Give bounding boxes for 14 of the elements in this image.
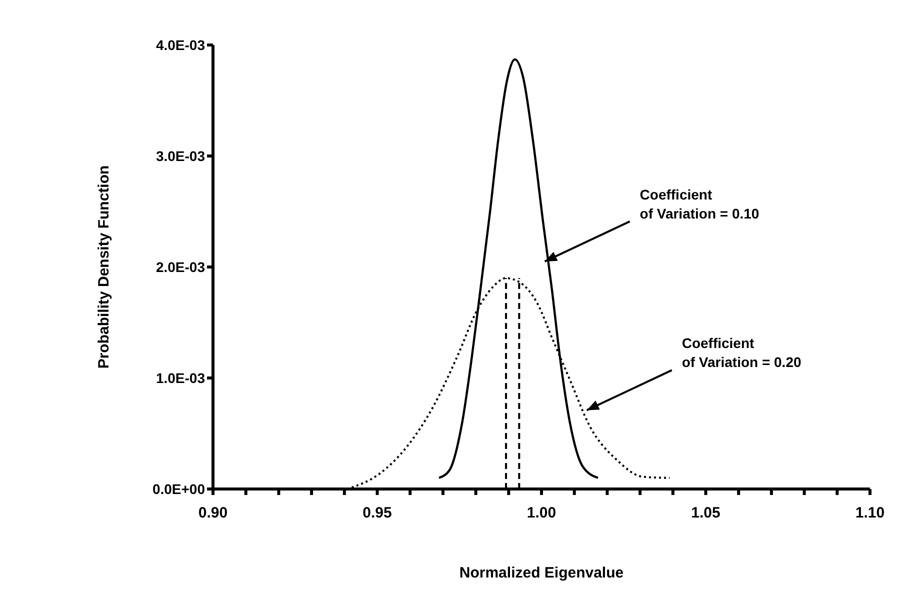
x-axis-title: Normalized Eigenvalue bbox=[459, 564, 624, 582]
annotation: Coefficient of Variation = 0.10 bbox=[640, 186, 760, 222]
x-tick-label: 0.90 bbox=[198, 504, 228, 522]
x-tick-label: 0.95 bbox=[362, 504, 392, 522]
y-tick-label: 2.0E-03 bbox=[156, 258, 206, 275]
y-tick-label: 0.0E+00 bbox=[152, 480, 206, 497]
x-tick-label: 1.00 bbox=[526, 504, 556, 522]
y-tick-label: 1.0E-03 bbox=[156, 370, 206, 386]
y-tick-label: 4.0E-03 bbox=[156, 36, 206, 53]
x-tick-label: 1.05 bbox=[691, 504, 720, 522]
annotation: Coefficient of Variation = 0.20 bbox=[682, 335, 802, 370]
x-tick-label: 1.10 bbox=[855, 504, 885, 522]
y-tick-label: 3.0E-03 bbox=[156, 148, 206, 164]
y-axis-title: Probability Density Function bbox=[95, 165, 112, 369]
